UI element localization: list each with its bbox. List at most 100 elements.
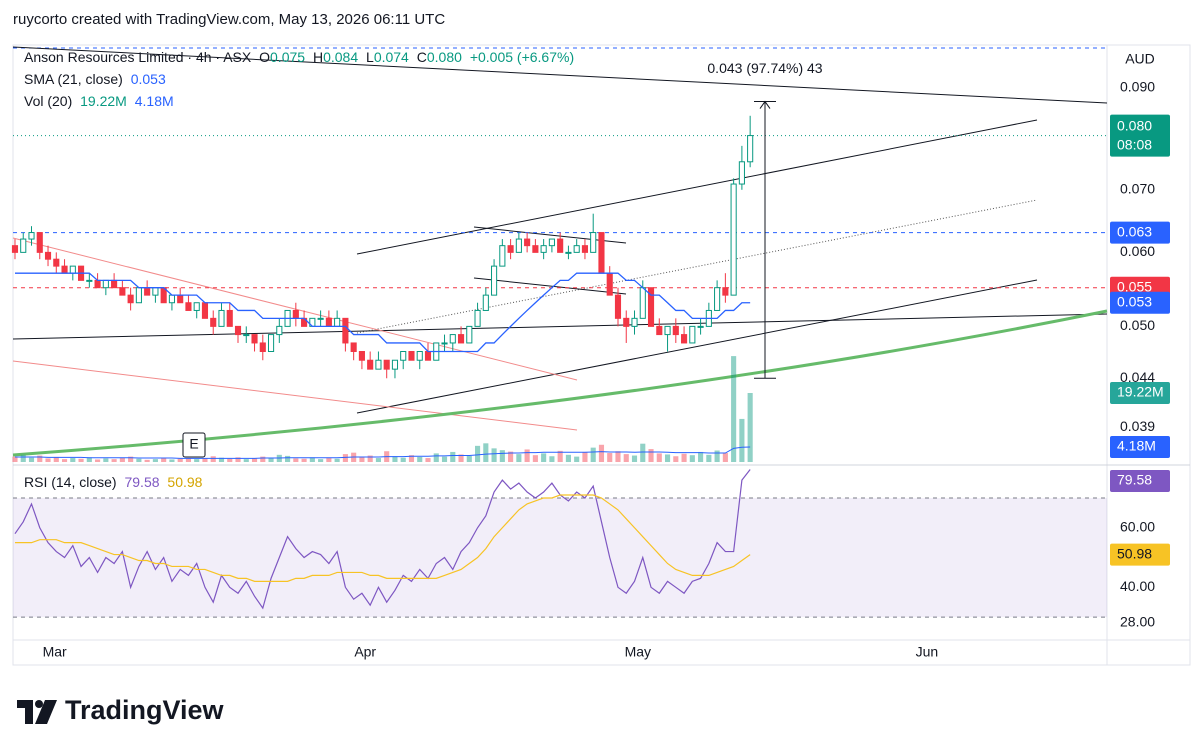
volume-bar	[144, 459, 150, 462]
candle-body	[243, 334, 250, 337]
volume-bar	[739, 418, 745, 462]
candle-body	[69, 265, 76, 274]
y-tick-label: 0.050	[1120, 317, 1155, 333]
volume-bar	[235, 457, 241, 462]
volume-bar	[623, 454, 629, 462]
volume-bar	[169, 459, 175, 462]
candle-body	[292, 309, 299, 319]
candle-body	[144, 287, 151, 296]
volume-bar	[12, 456, 18, 462]
candle-body	[449, 334, 456, 344]
candle-body	[11, 245, 19, 253]
candle-body	[664, 325, 671, 336]
candle-body	[557, 238, 564, 253]
volume-bar	[450, 451, 456, 462]
measure-arrow	[759, 100, 771, 109]
volume-bar	[408, 455, 415, 462]
volume-bar	[128, 456, 134, 462]
sma-tag-box	[1110, 291, 1170, 314]
candle-body	[36, 232, 43, 253]
candle-body	[714, 287, 721, 311]
volume-bar	[425, 458, 431, 462]
volume-bar	[70, 458, 76, 462]
volume-bar	[499, 450, 505, 462]
candle-body	[697, 325, 704, 328]
volume-bar	[747, 393, 753, 462]
y-tick-label: 0.039	[1120, 418, 1155, 434]
volume-bar	[582, 452, 588, 462]
volume-bar	[375, 458, 381, 462]
falling-line	[12, 360, 578, 431]
ohlc-legend: Anson Resources Limited · 4h · ASX O0.07…	[24, 49, 578, 65]
candle-body	[507, 245, 514, 253]
volume-bar	[326, 458, 332, 462]
vol-ma-value: 4.18M	[134, 93, 174, 109]
long-ma	[12, 309, 1108, 457]
volume-bar	[549, 456, 555, 462]
candle-body	[325, 317, 332, 327]
candle-body	[689, 325, 696, 344]
volume-bar	[218, 457, 225, 462]
candle-body	[358, 351, 365, 361]
volume-bar	[689, 455, 695, 462]
candle-body	[590, 232, 597, 253]
y-tick-label: 0.044	[1120, 369, 1155, 385]
volume-bar	[574, 456, 580, 462]
volume-bar	[532, 455, 538, 462]
candle-body	[267, 334, 275, 353]
volume-bar	[400, 457, 406, 462]
volume-bar	[227, 458, 233, 462]
candle-body	[20, 238, 27, 253]
ohlc-value: 0.074	[373, 49, 409, 65]
vol-tag-box	[1110, 382, 1170, 405]
candle-body	[524, 238, 531, 247]
vol-legend: Vol (20) 19.22M 4.18M	[24, 93, 178, 109]
candle-body	[317, 317, 324, 320]
rsi-tag-box	[1110, 470, 1170, 492]
volume-ma	[14, 446, 751, 459]
candle-body	[565, 251, 572, 254]
brand-logo	[17, 700, 57, 724]
currency: AUD	[1125, 51, 1155, 67]
volume-bar	[152, 459, 158, 462]
rsi-tag: 79.58	[1117, 472, 1152, 488]
vol-ma-tag-box	[1110, 435, 1170, 458]
volume-bar	[53, 456, 59, 462]
volume-bar	[458, 454, 464, 462]
flag-bottom	[473, 277, 627, 295]
sma-value: 0.053	[130, 71, 166, 87]
volume-bar	[631, 455, 638, 462]
volume-bar	[177, 458, 183, 462]
candle-body	[177, 294, 184, 304]
volume-bar	[28, 457, 35, 462]
rsi-ma-line	[14, 494, 751, 582]
volume-bar	[318, 459, 324, 462]
candle-body	[53, 258, 60, 267]
volume-bar	[615, 451, 621, 462]
candle-body	[639, 287, 646, 319]
brand: TradingView	[65, 695, 225, 725]
candle-body	[226, 309, 233, 327]
volume-bar	[268, 458, 274, 462]
volume-bar	[20, 454, 26, 462]
volume-bar	[722, 453, 728, 462]
candle-body	[631, 317, 638, 327]
candle-body	[350, 342, 357, 353]
vol-name: Vol (20)	[24, 93, 73, 109]
candle-body	[102, 279, 109, 289]
candle-body	[111, 279, 118, 289]
candle-body	[234, 325, 242, 336]
price-tag-time: 08:08	[1117, 136, 1152, 152]
price-tag: 0.055	[1117, 278, 1152, 294]
sma-legend: SMA (21, close) 0.053	[24, 71, 170, 87]
volume-bar	[260, 456, 266, 462]
volume-bar	[698, 451, 704, 462]
channel-top	[356, 119, 1038, 255]
rsi-ma-tag: 50.98	[1117, 545, 1152, 561]
candle-body	[424, 351, 432, 361]
volume-bar	[681, 453, 687, 462]
volume-bar	[301, 458, 307, 462]
candle-body	[623, 317, 630, 327]
candle-body	[342, 317, 349, 344]
